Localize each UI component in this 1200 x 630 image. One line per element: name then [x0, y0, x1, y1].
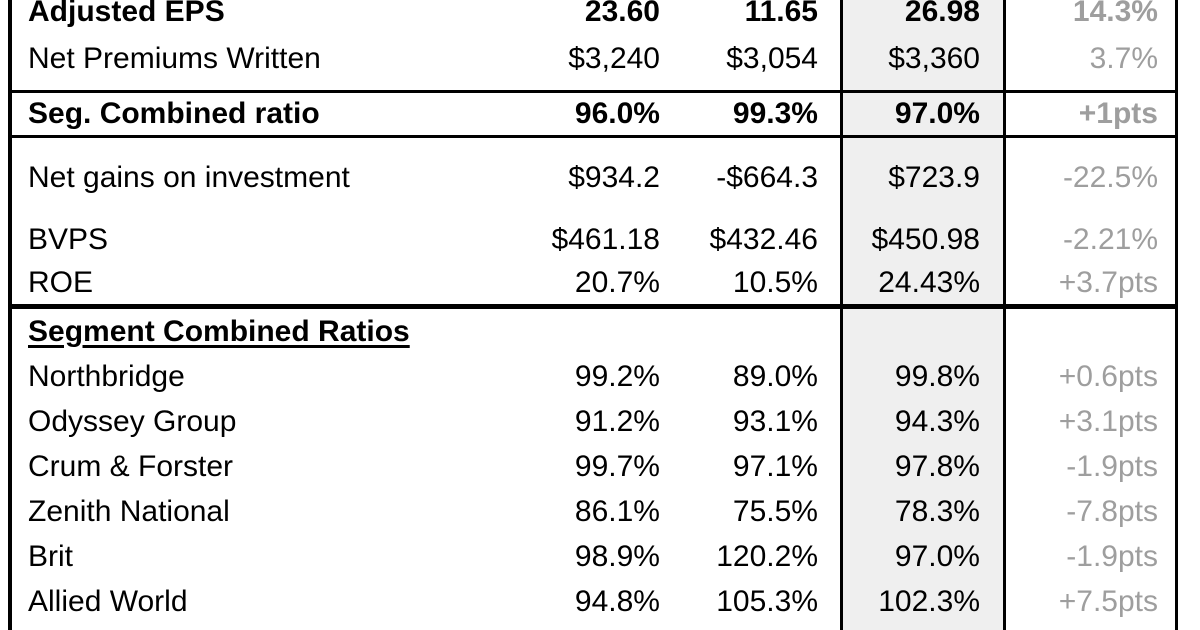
value-col1: $3,240	[568, 42, 660, 75]
value-col3-highlighted: 97.0%	[894, 539, 980, 573]
row-label: Allied World	[28, 584, 188, 618]
value-col1: 96.0%	[574, 97, 660, 130]
row-label: Net Premiums Written	[28, 42, 321, 75]
value-col1: 94.8%	[574, 584, 660, 618]
value-col2: 89.0%	[732, 359, 818, 393]
value-col3-highlighted: $723.9	[888, 161, 980, 194]
value-col1: 20.7%	[574, 266, 660, 299]
value-col1: 86.1%	[574, 494, 660, 528]
value-col3-highlighted: 24.43%	[878, 266, 980, 299]
table-row-brit: Brit 98.9% 120.2% 97.0% -1.9pts	[12, 534, 1175, 579]
row-label: Net gains on investment	[28, 161, 350, 194]
value-col2: $432.46	[709, 223, 818, 256]
value-col3-highlighted: $3,360	[888, 42, 980, 75]
row-label: Crum & Forster	[28, 449, 234, 483]
value-col1: 98.9%	[574, 539, 660, 573]
delta-value: -22.5%	[1062, 161, 1158, 194]
delta-value: -1.9pts	[1066, 449, 1158, 483]
table-row-roe: ROE 20.7% 10.5% 24.43% +3.7pts	[12, 262, 1175, 309]
highlighted-column-band	[840, 0, 1006, 630]
row-label: Odyssey Group	[28, 404, 237, 438]
delta-value: 14.3%	[1072, 0, 1158, 28]
value-col3-highlighted: 78.3%	[894, 494, 980, 528]
value-col1: 99.7%	[574, 449, 660, 483]
value-col1: $461.18	[551, 223, 660, 256]
value-col2: 93.1%	[732, 404, 818, 438]
value-col3-highlighted: 97.8%	[894, 449, 980, 483]
table-row-adjusted-eps: Adjusted EPS 23.60 11.65 26.98 14.3%	[12, 0, 1175, 44]
value-col3-highlighted: 94.3%	[894, 404, 980, 438]
table-row-allied-world: Allied World 94.8% 105.3% 102.3% +7.5pts	[12, 579, 1175, 624]
section-header-segment-combined-ratios: Segment Combined Ratios	[12, 309, 1175, 354]
value-col3-highlighted: 97.0%	[894, 97, 980, 130]
row-label: Northbridge	[28, 359, 185, 393]
row-label: Zenith National	[28, 494, 230, 528]
section-title: Segment Combined Ratios	[28, 314, 410, 348]
value-col2: 99.3%	[732, 97, 818, 130]
table-row-net-premiums-written: Net Premiums Written $3,240 $3,054 $3,36…	[12, 44, 1175, 93]
row-label: Adjusted EPS	[28, 0, 225, 28]
table-row-northbridge: Northbridge 99.2% 89.0% 99.8% +0.6pts	[12, 354, 1175, 399]
value-col1: 99.2%	[574, 359, 660, 393]
table-row-seg-combined-ratio: Seg. Combined ratio 96.0% 99.3% 97.0% +1…	[12, 93, 1175, 138]
table-row-odyssey-group: Odyssey Group 91.2% 93.1% 94.3% +3.1pts	[12, 399, 1175, 444]
row-label: Brit	[28, 539, 73, 573]
financial-metrics-table: Adjusted EPS 23.60 11.65 26.98 14.3% Net…	[8, 0, 1178, 630]
value-col2: 120.2%	[716, 539, 818, 573]
value-col2: -$664.3	[716, 161, 818, 194]
delta-value: +7.5pts	[1058, 584, 1158, 618]
table-row-net-gains-on-investment: Net gains on investment $934.2 -$664.3 $…	[12, 138, 1175, 218]
row-label: ROE	[28, 266, 94, 299]
value-col3-highlighted: 102.3%	[878, 584, 980, 618]
value-col2: 97.1%	[732, 449, 818, 483]
table-row-bvps: BVPS $461.18 $432.46 $450.98 -2.21%	[12, 218, 1175, 262]
value-col1: $934.2	[568, 161, 660, 194]
value-col2: $3,054	[726, 42, 818, 75]
value-col2: 10.5%	[732, 266, 818, 299]
value-col3-highlighted: 26.98	[904, 0, 980, 28]
delta-value: +3.7pts	[1058, 266, 1158, 299]
row-label: BVPS	[28, 223, 109, 256]
value-col2: 11.65	[744, 0, 818, 28]
value-col1: 91.2%	[574, 404, 660, 438]
delta-value: -2.21%	[1062, 223, 1158, 256]
table-row-crum-and-forster: Crum & Forster 99.7% 97.1% 97.8% -1.9pts	[12, 444, 1175, 489]
delta-value: +3.1pts	[1058, 404, 1158, 438]
value-col1: 23.60	[584, 0, 660, 28]
value-col2: 75.5%	[732, 494, 818, 528]
value-col3-highlighted: $450.98	[871, 223, 980, 256]
delta-value: +1pts	[1078, 97, 1158, 130]
delta-value: -7.8pts	[1066, 494, 1158, 528]
table-row-zenith-national: Zenith National 86.1% 75.5% 78.3% -7.8pt…	[12, 489, 1175, 534]
delta-value: -1.9pts	[1066, 539, 1158, 573]
row-label: Seg. Combined ratio	[28, 97, 320, 130]
value-col2: 105.3%	[716, 584, 818, 618]
delta-value: 3.7%	[1089, 42, 1158, 75]
delta-value: +0.6pts	[1058, 359, 1158, 393]
value-col3-highlighted: 99.8%	[894, 359, 980, 393]
